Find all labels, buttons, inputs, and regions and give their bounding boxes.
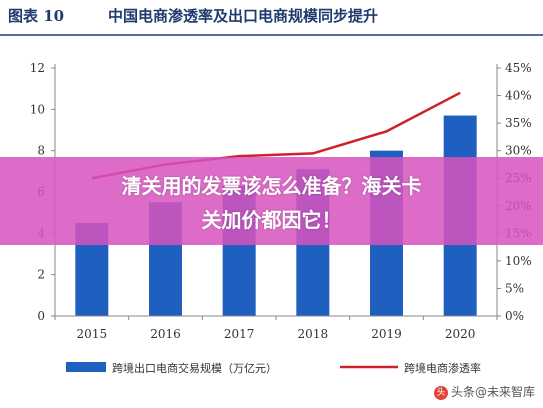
legend-swatch-bar [66,362,106,372]
left-axis-tick-label: 10 [30,102,45,116]
right-axis-tick-label: 10% [505,254,532,268]
x-axis-tick-label: 2020 [445,327,476,341]
right-axis-tick-label: 5% [505,281,524,295]
figure-header: 图表 10 中国电商渗透率及出口电商规模同步提升 [0,0,543,34]
title-divider [0,34,543,36]
watermark-text: 头条@未来智库 [450,385,535,399]
x-axis-tick-label: 2016 [150,327,181,341]
x-axis-tick-label: 2018 [298,327,329,341]
right-axis-tick-label: 0% [505,309,524,323]
legend-label-bar: 跨境出口电商交易规模（万亿元） [112,361,277,375]
legend: 跨境出口电商交易规模（万亿元） 跨境电商渗透率 [66,361,481,375]
toutiao-logo-icon: 头 [433,385,448,400]
x-axis-tick-label: 2019 [371,327,402,341]
figure-number: 图表 10 [8,7,65,25]
x-axis-tick-label: 2017 [224,327,255,341]
promo-banner[interactable] [0,157,543,245]
promo-banner-line-1[interactable]: 清关用的发票该怎么准备？海关卡 [121,174,422,198]
legend-label-line: 跨境电商渗透率 [404,361,481,375]
x-axis-tick-label: 2015 [77,327,108,341]
right-axis-tick-label: 45% [505,61,532,75]
left-axis-tick-label: 12 [30,61,45,75]
right-axis-tick-label: 30% [505,144,532,158]
left-axis-tick-label: 8 [37,144,45,158]
x-axis: 2015 2016 2017 2018 2019 2020 [54,315,498,341]
left-axis-tick-label: 0 [37,309,45,323]
watermark: 头头条@未来智库 [433,383,535,400]
right-axis-tick-label: 35% [505,116,532,130]
right-axis-tick-label: 40% [505,89,532,103]
figure-title: 中国电商渗透率及出口电商规模同步提升 [108,7,379,25]
promo-banner-line-2[interactable]: 关加价都因它！ [201,208,342,232]
left-axis-tick-label: 2 [37,268,45,282]
